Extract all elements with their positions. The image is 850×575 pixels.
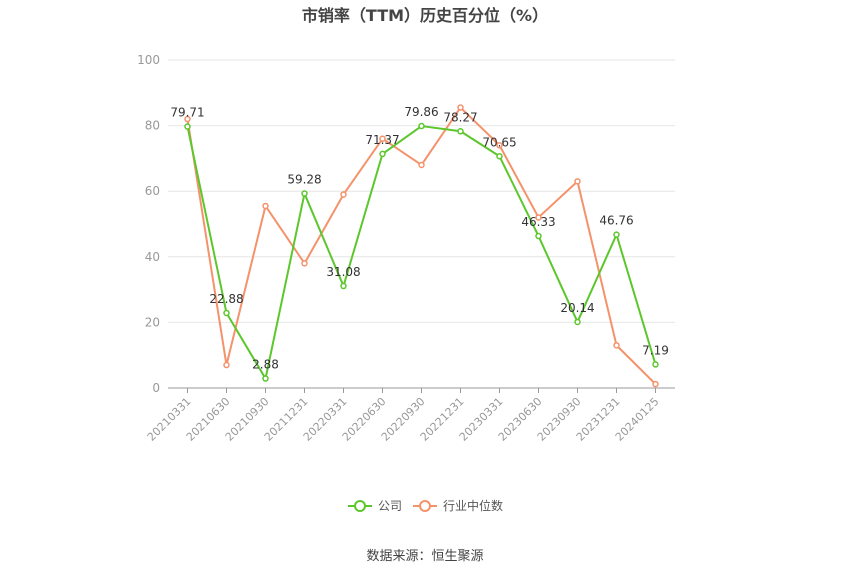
company-data-point — [184, 123, 191, 130]
company-data-label: 46.33 — [521, 215, 555, 229]
company-data-label: 46.76 — [599, 214, 633, 228]
industry-median-data-point — [340, 191, 347, 198]
company-data-label: 7.19 — [642, 343, 669, 357]
company-data-point — [223, 309, 230, 317]
chart-title: 市销率（TTM）历史百分位（%） — [301, 6, 549, 25]
industry-median-data-point — [301, 260, 308, 267]
industry-median-data-point — [535, 214, 542, 221]
y-tick-label: 0 — [152, 381, 160, 395]
legend-industry-label: 行业中位数 — [443, 498, 503, 513]
company-data-label: 79.71 — [170, 106, 204, 120]
company-data-point — [574, 318, 581, 326]
company-data-label: 31.08 — [326, 265, 360, 279]
company-data-label: 2.88 — [252, 358, 279, 372]
company-data-label: 70.65 — [482, 135, 516, 149]
company-data-point — [379, 150, 386, 158]
legend-company-marker — [354, 500, 366, 512]
company-data-label: 22.88 — [209, 292, 243, 306]
industry-median-data-point — [457, 104, 464, 111]
industry-median-data-point — [496, 142, 503, 149]
y-tick-label: 100 — [137, 53, 160, 67]
legend-industry-marker — [419, 500, 431, 512]
company-data-point — [613, 231, 620, 238]
company-data-point — [301, 190, 308, 197]
industry-median-data-point — [418, 161, 425, 169]
company-data-label: 79.86 — [404, 105, 438, 119]
industry-median-series-line — [186, 106, 657, 385]
company-data-label: 59.28 — [287, 173, 321, 187]
company-data-label: 78.27 — [443, 110, 477, 124]
industry-median-data-point — [223, 361, 230, 369]
y-tick-label: 80 — [145, 119, 160, 133]
company-data-label: 20.14 — [560, 301, 594, 315]
company-data-point — [496, 153, 503, 160]
company-data-point — [418, 122, 425, 130]
legend-company-label: 公司 — [378, 499, 402, 513]
data-source-note: 数据来源：恒生聚源 — [366, 549, 484, 564]
industry-median-data-point — [379, 135, 386, 142]
y-tick-label: 20 — [145, 315, 160, 329]
industry-median-data-point — [184, 115, 191, 123]
y-tick-label: 60 — [145, 184, 160, 198]
industry-median-data-point — [652, 380, 659, 388]
industry-median-data-point — [262, 202, 269, 210]
company-data-point — [652, 361, 659, 368]
industry-median-data-point — [613, 342, 620, 349]
y-tick-label: 40 — [145, 250, 160, 264]
industry-median-data-point — [574, 178, 581, 185]
company-data-label: 71.37 — [365, 133, 399, 147]
company-data-point — [262, 375, 269, 382]
company-data-point — [340, 282, 347, 290]
company-data-point — [535, 232, 542, 240]
company-data-point — [457, 128, 464, 135]
